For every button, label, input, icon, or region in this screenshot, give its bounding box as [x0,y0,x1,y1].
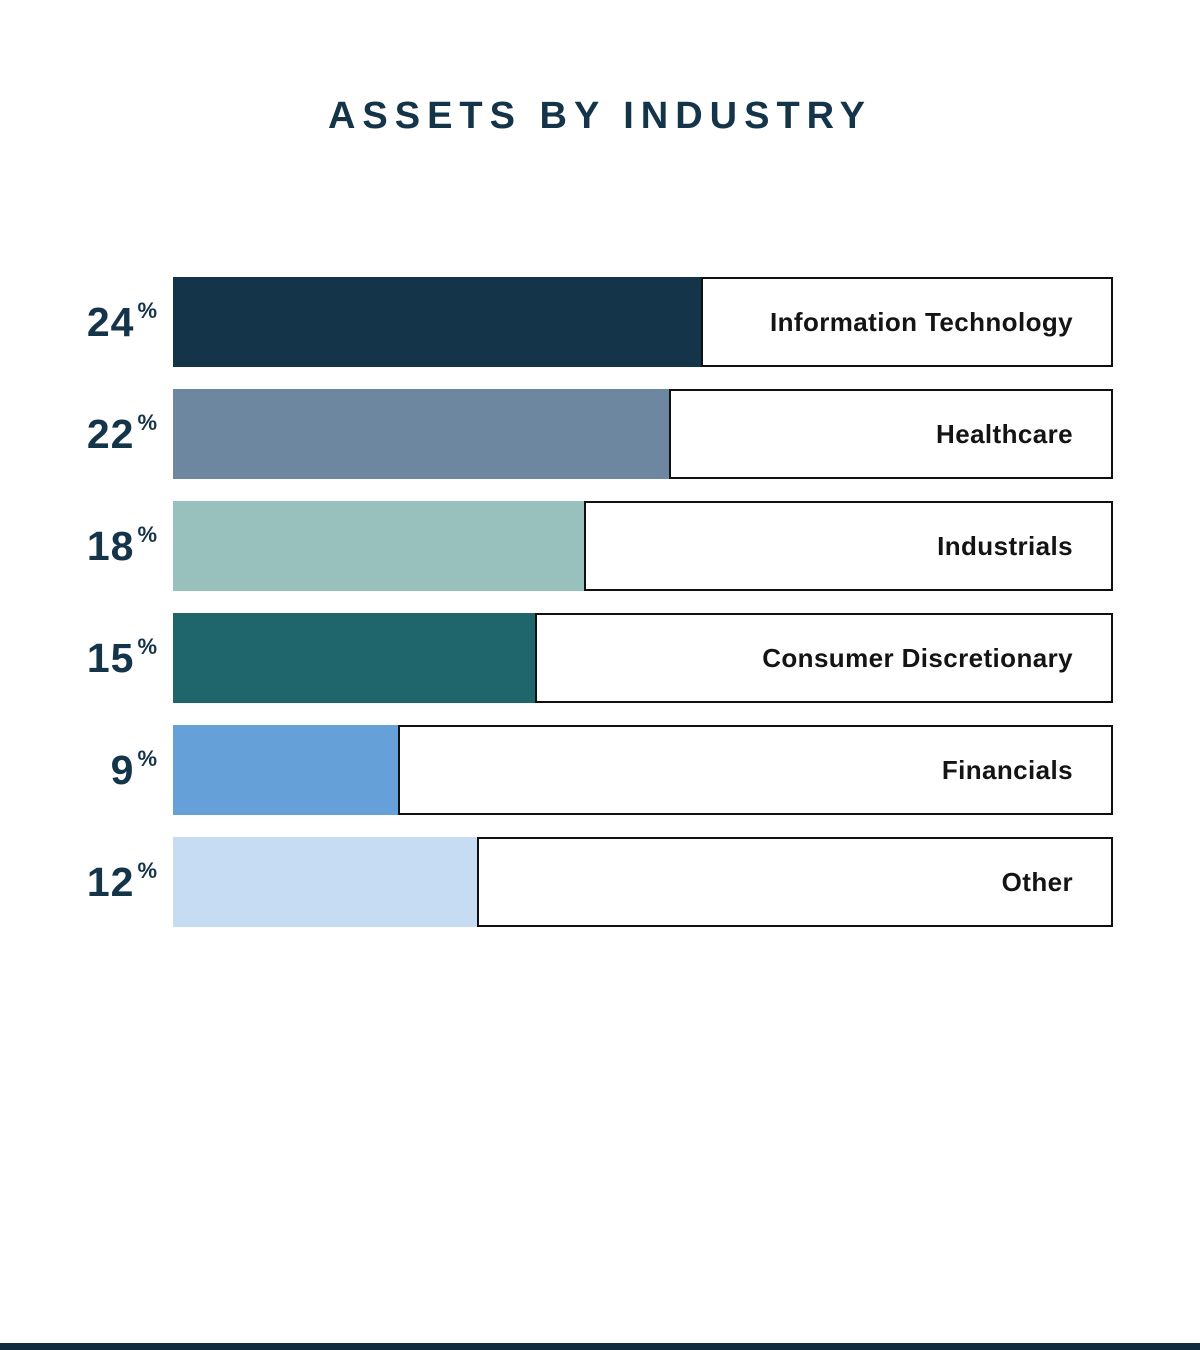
chart-row: 12% Other [0,837,1113,927]
bottom-section-edge [0,1343,1200,1350]
bar-value-number: 18 [86,522,135,569]
percent-sign: % [137,522,157,547]
chart-row: 15% Consumer Discretionary [0,613,1113,703]
bar-value-label: 12% [0,837,173,927]
bar [173,277,702,367]
bar-value-number: 12 [86,858,135,905]
category-label: Other [1001,866,1073,897]
bar-value-label: 15% [0,613,173,703]
bar-value-number: 15 [86,634,135,681]
bar [173,725,398,815]
bar-value-number: 24 [86,298,135,345]
bar-track: Other [173,837,1113,927]
category-label: Information Technology [770,306,1073,337]
percent-sign: % [137,634,157,659]
bar-track: Information Technology [173,277,1113,367]
bar-value-label: 9% [0,725,173,815]
category-label-box: Industrials [583,501,1113,591]
chart-row: 22% Healthcare [0,389,1113,479]
bar [173,501,584,591]
chart-row: 18% Industrials [0,501,1113,591]
bar-track: Consumer Discretionary [173,613,1113,703]
category-label-box: Financials [397,725,1113,815]
percent-sign: % [137,858,157,883]
bar-chart: 24% Information Technology 22% Healthcare 18… [0,277,1113,949]
bar-value-label: 24% [0,277,173,367]
category-label-box: Consumer Discretionary [534,613,1113,703]
category-label: Consumer Discretionary [762,642,1073,673]
bar-value-number: 9 [110,746,135,793]
bar [173,389,670,479]
percent-sign: % [137,746,157,771]
category-label: Industrials [937,530,1073,561]
bar-value-number: 22 [86,410,135,457]
bar-track: Industrials [173,501,1113,591]
bar-track: Financials [173,725,1113,815]
category-label: Financials [941,754,1073,785]
category-label-box: Other [476,837,1113,927]
chart-title: ASSETS BY INDUSTRY [327,95,873,137]
category-label-box: Healthcare [669,389,1113,479]
bar-value-label: 22% [0,389,173,479]
category-label-box: Information Technology [701,277,1113,367]
bar [173,613,535,703]
percent-sign: % [137,298,157,323]
chart-row: 24% Information Technology [0,277,1113,367]
category-label: Healthcare [936,418,1073,449]
chart-row: 9% Financials [0,725,1113,815]
bar-value-label: 18% [0,501,173,591]
bar-track: Healthcare [173,389,1113,479]
percent-sign: % [137,410,157,435]
bar [173,837,477,927]
